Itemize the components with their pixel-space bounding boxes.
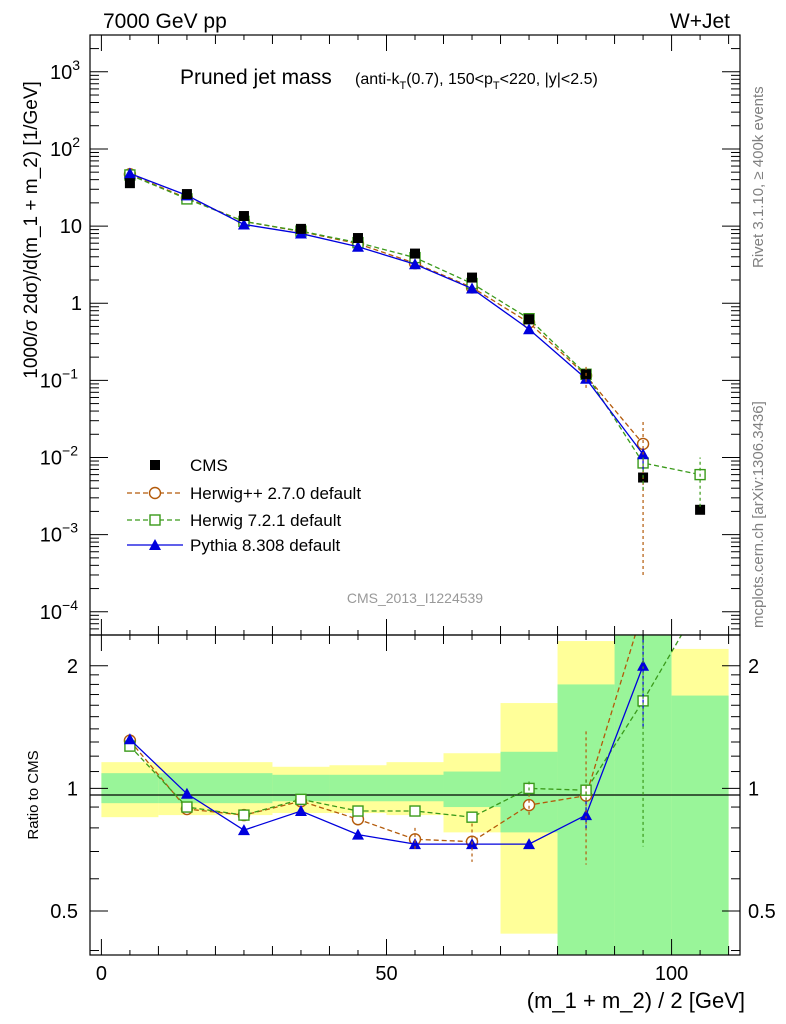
- plot-title: Pruned jet mass: [180, 66, 332, 89]
- band-inner: [386, 774, 444, 802]
- ratio-line: [129, 665, 644, 845]
- legend-label: Herwig 7.2.1 default: [190, 511, 341, 530]
- ratio-point: [466, 811, 478, 823]
- ratio-panel: 0.5 0.5 1 1 2 2 0 50 100 Ratio to CMS (m_1 + m_2…: [25, 634, 776, 1013]
- ratio-ticks: 0.5 0.5 1 1 2 2 0 50 100: [50, 635, 776, 985]
- main-ticks: 10−4 10−3 10−2 10−1 1 10 102 103: [40, 34, 740, 636]
- series-line: [129, 173, 644, 445]
- band-inner: [101, 773, 159, 804]
- ratio-point: [123, 733, 136, 745]
- y-tick-label: 102: [50, 134, 80, 161]
- ratio-point: [409, 838, 421, 850]
- y-tick-label: 10−3: [40, 520, 78, 547]
- energy-label: 7000 GeV pp: [103, 10, 227, 33]
- plot-title-detail: (anti-kT(0.7), 150<pT<220, |y|<2.5): [355, 71, 598, 92]
- data-point: [351, 240, 364, 252]
- mcplots-label: mcplots.cern.ch [arXiv:1306.3436]: [750, 401, 767, 628]
- ratio-ylabel: Ratio to CMS: [25, 750, 42, 839]
- band-inner: [158, 773, 273, 804]
- data-point: [467, 272, 478, 283]
- legend-marker: [150, 460, 160, 470]
- data-point: [238, 211, 249, 222]
- y-tick-label: 10: [60, 216, 82, 238]
- ratio-y-tick-label: 1: [67, 778, 78, 800]
- legend-label: Pythia 8.308 default: [190, 536, 341, 555]
- ratio-point: [351, 828, 364, 840]
- main-panel: 10−4 10−3 10−2 10−1 1 10 102 103 Pruned jet mas…: [21, 34, 741, 636]
- data-point: [123, 167, 136, 179]
- band-inner: [329, 774, 387, 802]
- analysis-id: CMS_2013_I1224539: [347, 590, 483, 606]
- band-inner: [443, 771, 501, 808]
- series-line: [129, 174, 701, 476]
- main-frame: [89, 34, 741, 636]
- main-ylabel: 1000/σ 2dσ)/d(m_1 + m_2) [1/GeV]: [21, 81, 42, 379]
- x-tick-label: 50: [375, 963, 397, 985]
- band-inner: [671, 695, 729, 955]
- ratio-y-tick-label: 0.5: [50, 901, 78, 923]
- series-line: [129, 172, 644, 455]
- data-point: [466, 282, 479, 294]
- rivet-label: Rivet 3.1.10, ≥ 400k events: [750, 86, 767, 268]
- x-tick-label: 0: [96, 963, 107, 985]
- data-point: [695, 504, 706, 515]
- main-series: [123, 167, 706, 575]
- legend-marker: [149, 514, 161, 526]
- y-tick-label: 10−2: [40, 443, 78, 470]
- x-tick-label: 100: [655, 963, 688, 985]
- y-tick-label: 1: [71, 293, 82, 315]
- data-point: [410, 248, 420, 259]
- ratio-point: [180, 787, 193, 799]
- ratio-point: [238, 809, 250, 821]
- ratio-y-tick-label-right: 1: [748, 778, 759, 800]
- ratio-point: [523, 838, 536, 850]
- ratio-point: [294, 805, 307, 817]
- data-point: [352, 233, 363, 244]
- ratio-point: [580, 784, 592, 796]
- ratio-y-tick-label-right: 0.5: [748, 901, 776, 923]
- legend-label: CMS: [190, 456, 228, 475]
- legend-label: Herwig++ 2.7.0 default: [190, 484, 361, 503]
- ratio-bands: [101, 635, 729, 955]
- legend: CMS Herwig++ 2.7.0 default Herwig 7.2.1 de…: [127, 456, 361, 555]
- ratio-point: [181, 801, 193, 813]
- ratio-point: [409, 805, 421, 817]
- x-axis-label: (m_1 + m_2) / 2 [GeV]: [527, 988, 745, 1013]
- ratio-point: [237, 824, 250, 836]
- data-point: [295, 223, 306, 234]
- ratio-frame: [89, 634, 741, 956]
- y-tick-label: 10−1: [40, 365, 78, 392]
- data-point: [523, 323, 536, 335]
- ratio-series-group: [123, 635, 683, 865]
- ratio-point: [295, 793, 307, 806]
- process-label: W+Jet: [670, 10, 730, 33]
- legend-marker: [148, 486, 162, 500]
- data-point: [524, 314, 535, 325]
- data-point: [181, 189, 192, 200]
- data-point: [237, 218, 250, 230]
- ratio-point: [352, 805, 364, 817]
- y-tick-label: 103: [50, 57, 80, 84]
- ratio-point: [522, 798, 536, 812]
- data-point: [409, 258, 421, 270]
- ratio-y-tick-label: 2: [67, 656, 78, 678]
- data-point: [124, 178, 135, 189]
- legend-marker: [149, 539, 161, 550]
- y-tick-label: 10−4: [40, 597, 78, 624]
- ratio-y-tick-label-right: 2: [748, 656, 759, 678]
- ratio-series: [123, 635, 683, 865]
